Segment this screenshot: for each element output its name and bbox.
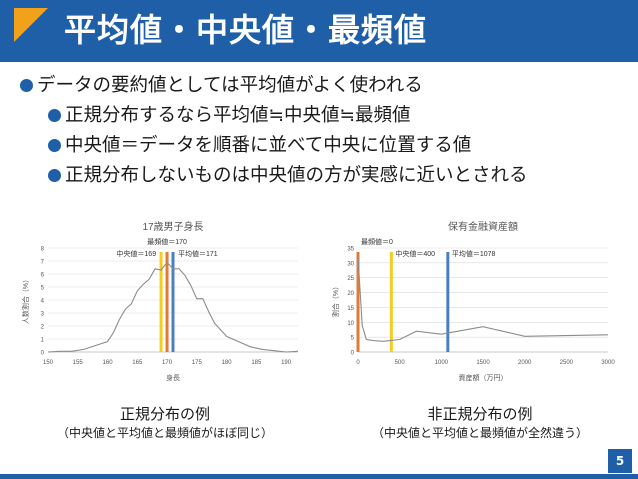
marker-label: 平均値＝1078: [452, 249, 496, 258]
bullet-text: 正規分布するなら平均値≒中央値≒最頻値: [65, 105, 411, 126]
right-caption: 非正規分布の例 （中央値と平均値と最頻値が全然違う）: [350, 404, 610, 442]
x-tick-label: 150: [43, 360, 54, 366]
bullet-item: 正規分布するなら平均値≒中央値≒最頻値: [48, 101, 528, 131]
y-tick-label: 7: [41, 260, 45, 266]
title-bar: [0, 0, 638, 62]
x-axis-label: 資産額（万円）: [459, 373, 508, 382]
x-tick-label: 500: [395, 360, 406, 366]
bullet-text: データの要約値としては平均値がよく使われる: [37, 75, 423, 96]
chart-title: 保有金融資産額: [448, 220, 518, 233]
x-tick-label: 2500: [560, 360, 574, 366]
bullet-text: 正規分布しないものは中央値の方が実感に近いとされる: [65, 165, 528, 186]
y-tick-label: 20: [347, 291, 354, 297]
bullet-dot-icon: [20, 79, 33, 92]
x-tick-label: 0: [356, 360, 360, 366]
height-chart: 17歳男子身長 0 1 2 3 4 5 6 7 8 150 155 160 165 170 175 180 185…: [18, 214, 308, 386]
y-tick-label: 5: [351, 336, 355, 342]
chart-title: 17歳男子身長: [142, 220, 203, 233]
y-tick-label: 35: [347, 247, 354, 253]
y-tick-label: 1: [41, 338, 45, 344]
x-axis-label: 身長: [166, 373, 180, 382]
right-caption-main: 非正規分布の例: [427, 405, 533, 423]
left-caption-main: 正規分布の例: [119, 405, 210, 423]
y-tick-label: 2: [41, 325, 45, 331]
y-tick-label: 6: [41, 273, 45, 279]
left-caption-sub: （中央値と平均値と最頻値がほぼ同じ）: [56, 426, 273, 440]
y-axis-label: 人数割合（%）: [21, 276, 30, 324]
bullet-item: データの要約値としては平均値がよく使われる: [20, 71, 500, 101]
marker-label: 最頻値＝0: [361, 237, 393, 246]
y-tick-label: 25: [347, 276, 354, 282]
y-tick-label: 8: [41, 247, 45, 253]
y-tick-label: 3: [41, 312, 45, 318]
x-tick-label: 3000: [601, 360, 615, 366]
y-tick-label: 0: [41, 351, 45, 357]
y-tick-label: 5: [41, 286, 45, 292]
y-tick-label: 0: [351, 351, 355, 357]
bullet-dot-icon: [48, 169, 61, 182]
bullet-dot-icon: [48, 139, 61, 152]
bullet-item: 中央値＝データを順番に並べて中央に位置する値: [48, 131, 528, 161]
x-tick-label: 1500: [476, 360, 490, 366]
x-tick-label: 165: [132, 360, 143, 366]
x-tick-label: 160: [103, 360, 114, 366]
x-tick-label: 2000: [518, 360, 532, 366]
x-tick-label: 175: [192, 360, 203, 366]
marker-label: 中央値＝400: [395, 249, 435, 258]
bullet-item: 正規分布しないものは中央値の方が実感に近いとされる: [48, 161, 528, 191]
bullet-dot-icon: [48, 109, 61, 122]
slide-title: 平均値・中央値・最頻値: [64, 11, 428, 49]
y-tick-label: 15: [347, 306, 354, 312]
bullet-list: データの要約値としては平均値がよく使われる 正規分布するなら平均値≒中央値≒最頻…: [20, 71, 528, 191]
bottom-divider: [0, 474, 638, 479]
assets-chart: 保有金融資産額 0 5 10 15 20 25 30 35 0 500 1000 1500 2000 250…: [328, 214, 618, 386]
x-tick-label: 1000: [435, 360, 449, 366]
y-axis-label: 割合（%）: [331, 283, 340, 317]
right-caption-sub: （中央値と平均値と最頻値が全然違う）: [371, 426, 588, 440]
title-marker-icon: [14, 8, 48, 42]
marker-label: 最頻値＝170: [147, 237, 187, 246]
x-tick-label: 190: [281, 360, 292, 366]
series-line: [357, 256, 609, 342]
y-tick-label: 4: [41, 299, 45, 305]
marker-label: 平均値＝171: [178, 249, 218, 258]
y-tick-label: 10: [347, 321, 354, 327]
x-tick-label: 170: [162, 360, 173, 366]
x-tick-label: 155: [73, 360, 84, 366]
x-tick-label: 180: [222, 360, 233, 366]
assets-chart-svg: 保有金融資産額 0 5 10 15 20 25 30 35 0 500 1000 1500 2000 250…: [331, 220, 615, 382]
page-number: 5: [608, 449, 632, 473]
y-tick-label: 30: [347, 261, 354, 267]
series-line: [47, 261, 299, 353]
marker-label: 中央値＝169: [116, 249, 156, 258]
height-chart-svg: 17歳男子身長 0 1 2 3 4 5 6 7 8 150 155 160 165 170 175 180 185…: [21, 220, 299, 382]
x-tick-label: 185: [251, 360, 262, 366]
left-caption: 正規分布の例 （中央値と平均値と最頻値がほぼ同じ）: [40, 404, 290, 442]
bullet-text: 中央値＝データを順番に並べて中央に位置する値: [65, 135, 472, 156]
